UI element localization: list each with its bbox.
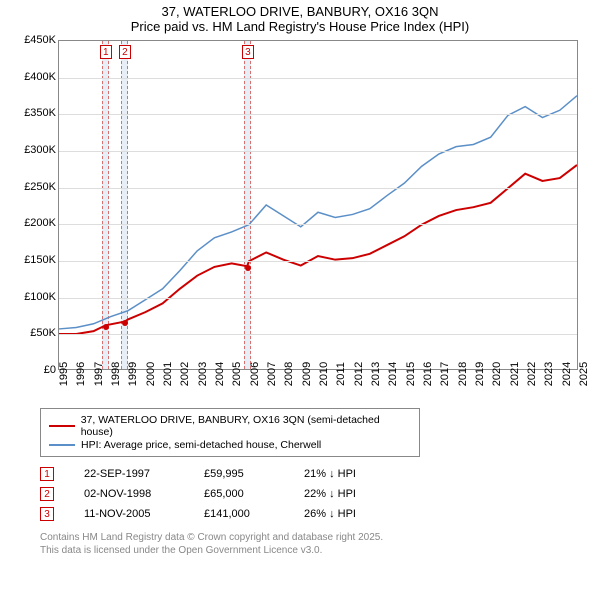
marker-dot xyxy=(245,265,251,271)
transaction-marker: 2 xyxy=(40,487,54,501)
x-tick-label: 2023 xyxy=(543,362,555,386)
title-line1: 37, WATERLOO DRIVE, BANBURY, OX16 3QN xyxy=(0,4,600,19)
transaction-price: £141,000 xyxy=(204,508,274,520)
x-tick-label: 2016 xyxy=(422,362,434,386)
legend: 37, WATERLOO DRIVE, BANBURY, OX16 3QN (s… xyxy=(40,408,420,457)
x-tick-label: 1998 xyxy=(110,362,122,386)
footer-line2: This data is licensed under the Open Gov… xyxy=(40,544,600,557)
marker-dot xyxy=(122,320,128,326)
transaction-marker: 1 xyxy=(40,467,54,481)
y-gridline xyxy=(59,334,577,335)
marker-label: 3 xyxy=(242,45,254,59)
transaction-row: 1 22-SEP-1997 £59,995 21% ↓ HPI xyxy=(40,467,600,481)
y-tick-label: £350K xyxy=(24,107,56,119)
x-tick-label: 2011 xyxy=(335,362,347,386)
marker-dot xyxy=(103,324,109,330)
x-tick-label: 2018 xyxy=(457,362,469,386)
transaction-diff: 26% ↓ HPI xyxy=(304,508,394,520)
x-tick-label: 2006 xyxy=(249,362,261,386)
y-tick-label: £300K xyxy=(24,144,56,156)
title-block: 37, WATERLOO DRIVE, BANBURY, OX16 3QN Pr… xyxy=(0,0,600,40)
legend-row: 37, WATERLOO DRIVE, BANBURY, OX16 3QN (s… xyxy=(49,414,411,438)
x-tick-label: 1999 xyxy=(127,362,139,386)
series-line xyxy=(59,96,577,329)
y-tick-label: £0 xyxy=(44,364,56,376)
transaction-row: 3 11-NOV-2005 £141,000 26% ↓ HPI xyxy=(40,507,600,521)
x-tick-label: 2003 xyxy=(197,362,209,386)
footer-attribution: Contains HM Land Registry data © Crown c… xyxy=(40,531,600,557)
x-tick-label: 2017 xyxy=(439,362,451,386)
x-tick-label: 2019 xyxy=(474,362,486,386)
plot-region: 12 3 xyxy=(58,40,578,370)
chart-svg xyxy=(59,41,577,369)
x-tick-label: 2002 xyxy=(179,362,191,386)
x-tick-label: 1996 xyxy=(75,362,87,386)
x-tick-label: 2009 xyxy=(301,362,313,386)
x-tick-label: 2025 xyxy=(578,362,590,386)
y-gridline xyxy=(59,261,577,262)
chart-area: 12 3 £0 £50K £100K £150K £200K £250K £300K £350K… xyxy=(18,40,588,400)
x-tick-label: 2004 xyxy=(214,362,226,386)
y-tick-label: £250K xyxy=(24,181,56,193)
transaction-price: £65,000 xyxy=(204,488,274,500)
y-gridline xyxy=(59,151,577,152)
x-tick-label: 2022 xyxy=(526,362,538,386)
x-tick-label: 2000 xyxy=(145,362,157,386)
chart-container: 37, WATERLOO DRIVE, BANBURY, OX16 3QN Pr… xyxy=(0,0,600,590)
title-line2: Price paid vs. HM Land Registry's House … xyxy=(0,19,600,34)
series-line xyxy=(59,165,577,334)
x-tick-label: 2020 xyxy=(491,362,503,386)
y-tick-label: £400K xyxy=(24,71,56,83)
y-gridline xyxy=(59,188,577,189)
transaction-price: £59,995 xyxy=(204,468,274,480)
y-tick-label: £50K xyxy=(30,327,56,339)
legend-row: HPI: Average price, semi-detached house,… xyxy=(49,439,411,451)
y-tick-label: £200K xyxy=(24,217,56,229)
legend-label: HPI: Average price, semi-detached house,… xyxy=(81,439,321,451)
x-tick-label: 2021 xyxy=(509,362,521,386)
transaction-row: 2 02-NOV-1998 £65,000 22% ↓ HPI xyxy=(40,487,600,501)
x-tick-label: 2005 xyxy=(231,362,243,386)
legend-swatch xyxy=(49,444,75,446)
y-gridline xyxy=(59,114,577,115)
y-tick-label: £100K xyxy=(24,291,56,303)
transaction-marker: 3 xyxy=(40,507,54,521)
x-tick-label: 2015 xyxy=(405,362,417,386)
x-tick-label: 2012 xyxy=(353,362,365,386)
x-tick-label: 1997 xyxy=(93,362,105,386)
x-tick-label: 2014 xyxy=(387,362,399,386)
y-tick-label: £450K xyxy=(24,34,56,46)
transaction-diff: 22% ↓ HPI xyxy=(304,488,394,500)
y-gridline xyxy=(59,298,577,299)
x-tick-label: 2001 xyxy=(162,362,174,386)
legend-label: 37, WATERLOO DRIVE, BANBURY, OX16 3QN (s… xyxy=(81,414,411,438)
transaction-date: 02-NOV-1998 xyxy=(84,488,174,500)
transaction-date: 22-SEP-1997 xyxy=(84,468,174,480)
x-tick-label: 2008 xyxy=(283,362,295,386)
x-tick-label: 2007 xyxy=(266,362,278,386)
transaction-table: 1 22-SEP-1997 £59,995 21% ↓ HPI 2 02-NOV-1998… xyxy=(40,467,600,521)
x-tick-label: 2010 xyxy=(318,362,330,386)
transaction-diff: 21% ↓ HPI xyxy=(304,468,394,480)
y-tick-label: £150K xyxy=(24,254,56,266)
y-gridline xyxy=(59,224,577,225)
x-tick-label: 2013 xyxy=(370,362,382,386)
footer-line1: Contains HM Land Registry data © Crown c… xyxy=(40,531,600,544)
x-tick-label: 2024 xyxy=(561,362,573,386)
legend-swatch xyxy=(49,425,75,427)
y-gridline xyxy=(59,78,577,79)
transaction-date: 11-NOV-2005 xyxy=(84,508,174,520)
marker-label: 2 xyxy=(119,45,131,59)
x-tick-label: 1995 xyxy=(58,362,70,386)
marker-label: 1 xyxy=(100,45,112,59)
